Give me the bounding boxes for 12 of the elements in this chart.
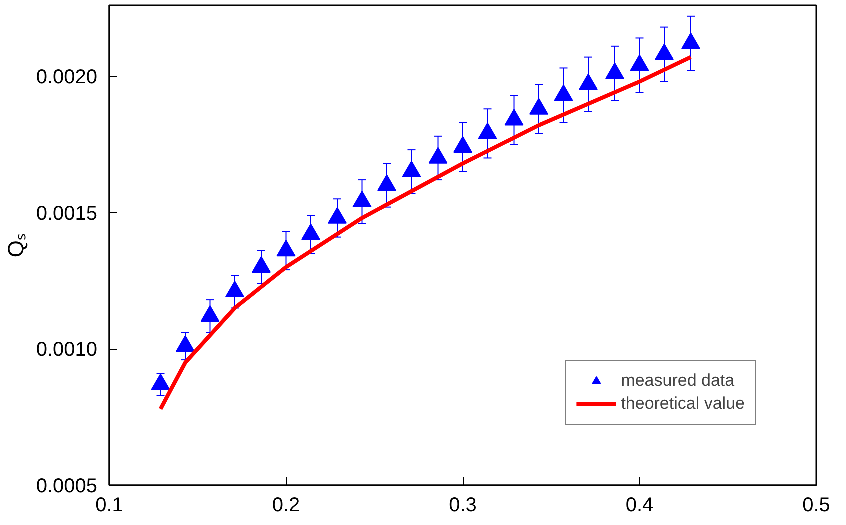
x-tick-label: 0.2 bbox=[272, 494, 300, 516]
legend-label: measured data bbox=[621, 371, 735, 391]
y-tick-label: 0.0020 bbox=[36, 66, 98, 88]
x-tick-label: 0.4 bbox=[626, 494, 654, 516]
x-tick-label: 0.1 bbox=[96, 494, 124, 516]
y-tick-label: 0.0010 bbox=[36, 339, 98, 362]
y-axis-title: Qₛ bbox=[3, 233, 28, 258]
x-tick-label: 0.5 bbox=[802, 494, 830, 516]
y-tick-label: 0.0015 bbox=[36, 202, 98, 225]
y-tick-label: 0.0005 bbox=[36, 476, 98, 498]
x-tick-label: 0.3 bbox=[449, 494, 477, 516]
legend-label: theoretical value bbox=[621, 394, 745, 414]
